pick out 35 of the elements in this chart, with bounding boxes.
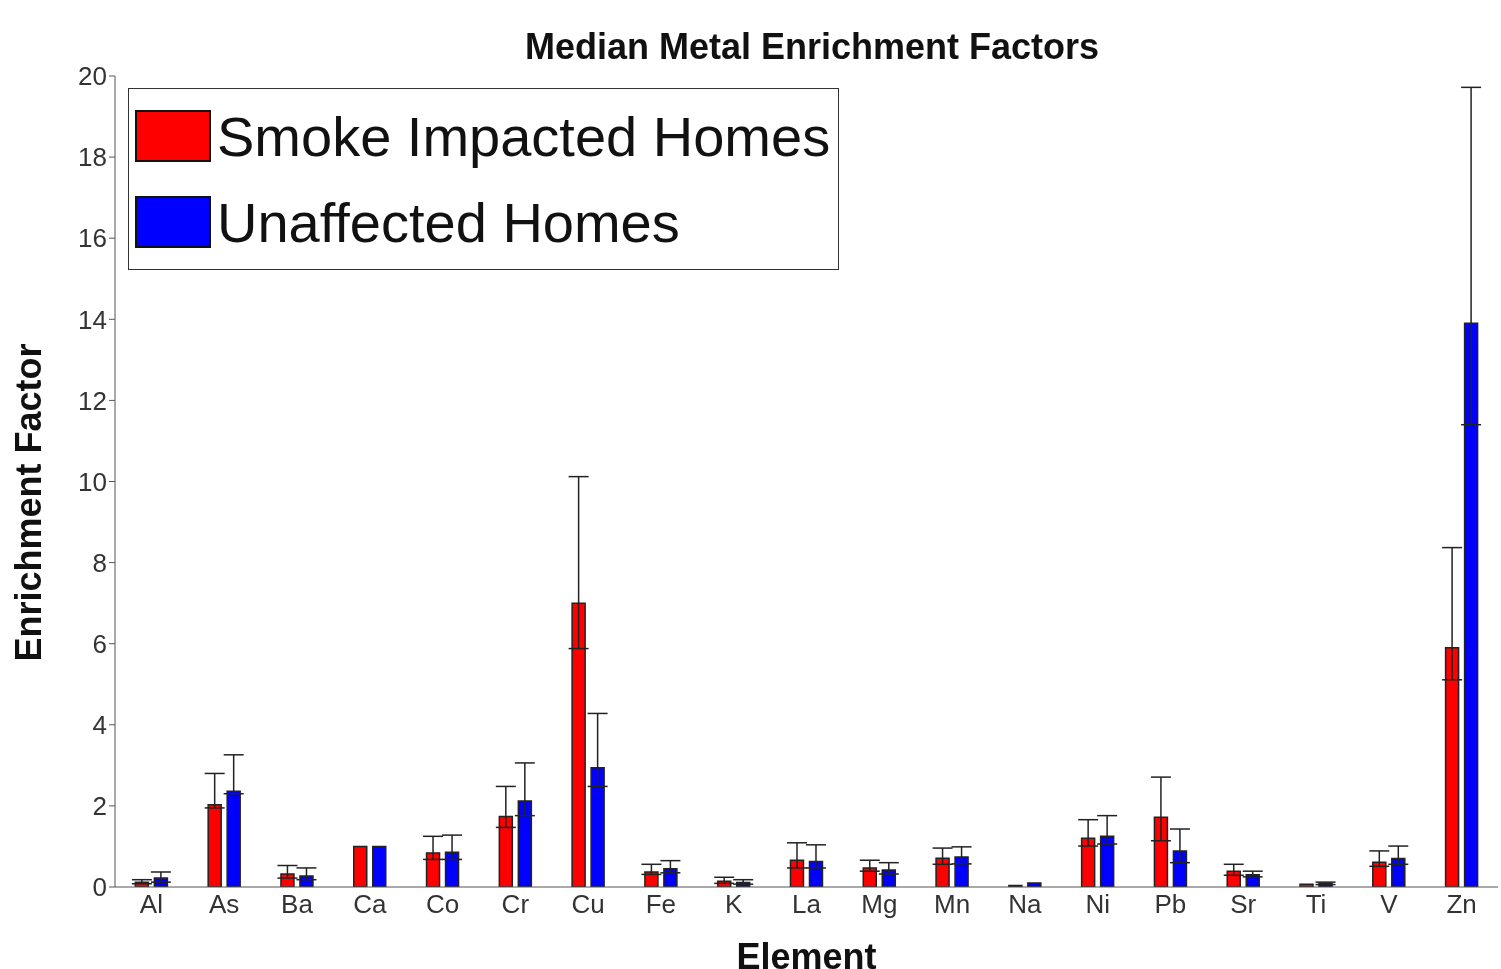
x-tick-label: Co	[425, 889, 460, 920]
legend-label: Unaffected Homes	[217, 189, 680, 255]
x-tick-label: Fe	[645, 889, 677, 920]
y-tick-label: 0	[92, 872, 107, 903]
y-tick-label: 12	[78, 385, 107, 416]
x-tick-label: As	[209, 889, 240, 920]
y-tick-label: 14	[78, 304, 107, 335]
y-tick-label: 6	[92, 628, 107, 659]
x-tick-label: Pb	[1154, 889, 1187, 920]
y-tick-label: 16	[78, 223, 107, 254]
x-tick-label: Sr	[1230, 889, 1257, 920]
x-tick-label: K	[725, 889, 744, 920]
chart-title: Median Metal Enrichment Factors	[523, 26, 1101, 68]
x-tick-label: Mn	[934, 889, 971, 920]
x-tick-label: Al	[139, 889, 163, 920]
y-tick-label: 8	[92, 547, 107, 578]
x-tick-label: Zn	[1446, 889, 1477, 920]
y-tick-label: 18	[78, 142, 107, 173]
y-tick-label: 20	[78, 61, 107, 92]
x-tick-label: Mg	[861, 889, 898, 920]
y-tick-label: 10	[78, 466, 107, 497]
x-tick-label: Ni	[1085, 889, 1110, 920]
y-tick-label: 4	[92, 710, 107, 741]
x-tick-label: Na	[1008, 889, 1043, 920]
x-tick-label: Ba	[281, 889, 314, 920]
x-tick-label: Cr	[501, 889, 530, 920]
x-tick-label: V	[1380, 889, 1399, 920]
x-tick-label: Cu	[571, 889, 605, 920]
y-tick-label: 2	[92, 791, 107, 822]
x-tick-label: Ti	[1305, 889, 1327, 920]
y-axis-title: Enrichment Factor	[7, 343, 49, 662]
x-tick-label: Ca	[353, 889, 387, 920]
x-tick-label: La	[792, 889, 822, 920]
x-axis-title: Element	[736, 936, 877, 969]
legend-label: Smoke Impacted Homes	[217, 103, 831, 169]
